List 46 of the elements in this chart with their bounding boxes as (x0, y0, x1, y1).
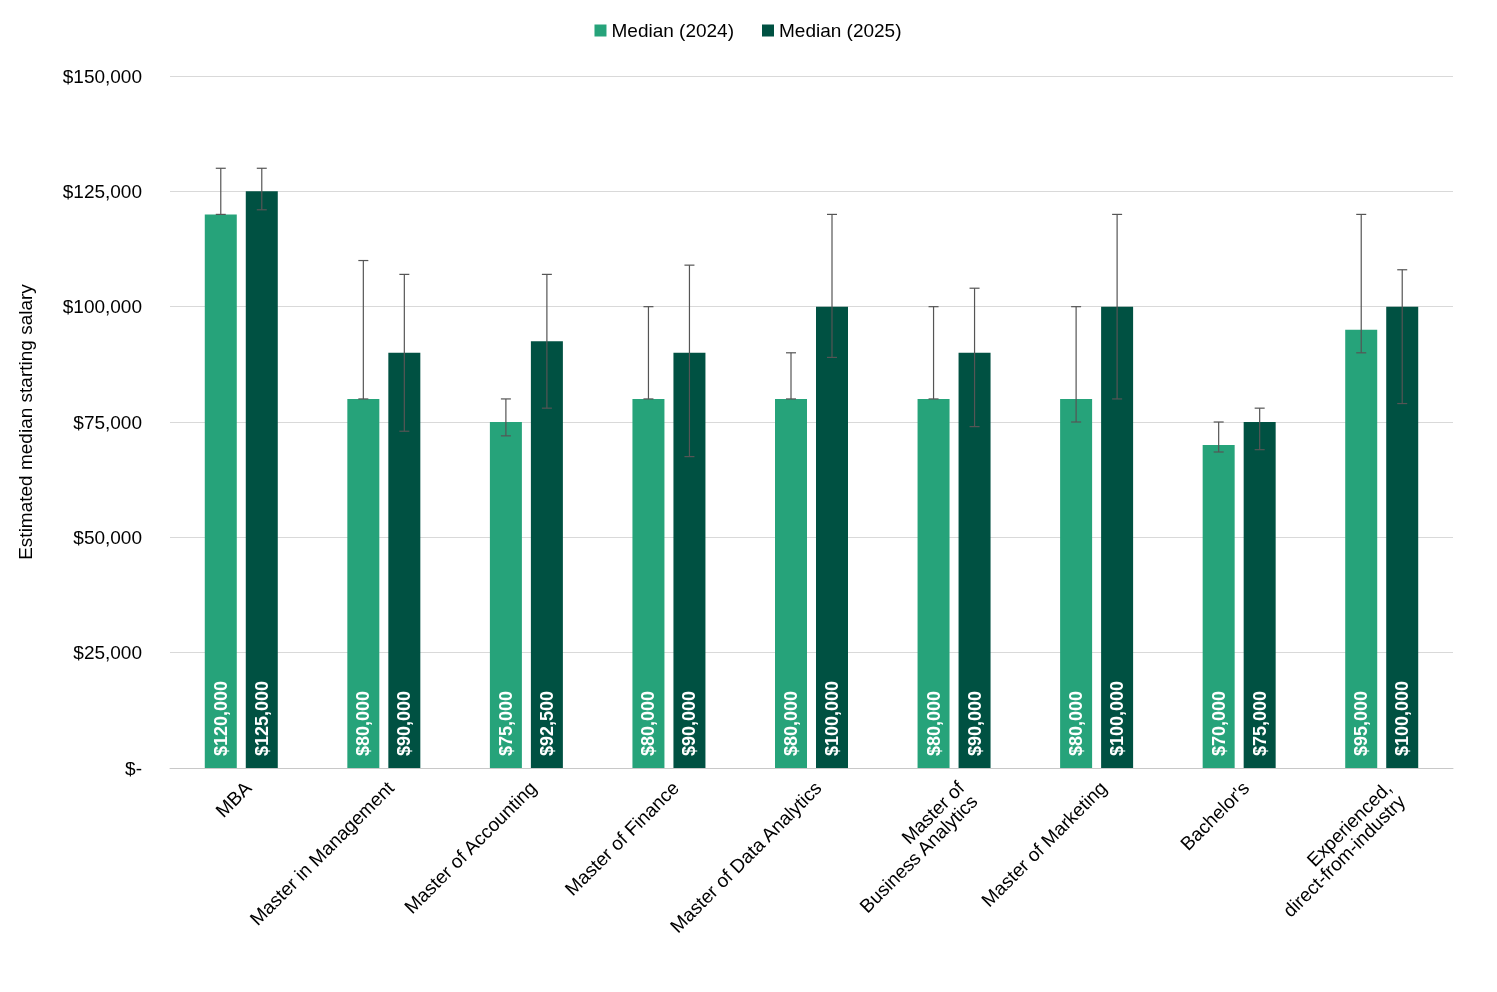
data-label: $80,000 (923, 690, 944, 756)
data-label: $80,000 (781, 690, 801, 756)
y-tick-label: $25,000 (73, 642, 142, 664)
bar (204, 214, 237, 768)
data-label: $75,000 (1249, 690, 1270, 756)
bar (245, 191, 278, 768)
data-label: $75,000 (495, 690, 516, 756)
bar (489, 422, 522, 768)
data-label: $90,000 (394, 690, 415, 756)
bar (673, 352, 706, 768)
y-tick-label: $100,000 (62, 296, 142, 318)
data-label: $90,000 (964, 690, 985, 756)
bar (958, 352, 991, 768)
data-label: $92,500 (536, 690, 557, 756)
y-tick-label: $50,000 (73, 526, 142, 548)
y-axis-title: Estimated median starting salary (15, 283, 36, 560)
data-label: $70,000 (1208, 690, 1229, 756)
bar (1101, 306, 1134, 768)
data-label: $80,000 (1066, 690, 1087, 756)
data-label: $90,000 (679, 690, 700, 756)
data-label: $125,000 (251, 680, 272, 756)
bar (347, 398, 380, 768)
bar (775, 398, 807, 768)
bar (1060, 398, 1093, 768)
bar (1202, 445, 1235, 768)
y-tick-label: $150,000 (62, 65, 142, 87)
legend-label: Median (2024) (611, 20, 735, 41)
bar (1243, 422, 1276, 768)
data-label: $100,000 (1392, 680, 1413, 756)
y-tick-label: $75,000 (73, 411, 142, 433)
bar (1386, 306, 1419, 768)
data-label: $80,000 (353, 690, 374, 756)
bar (530, 341, 563, 768)
data-label: $100,000 (1107, 680, 1128, 756)
bar (1345, 329, 1378, 768)
bar (632, 398, 665, 768)
bar (917, 398, 950, 768)
y-tick-label: $125,000 (62, 180, 142, 202)
y-tick-label: $- (125, 757, 142, 779)
bar (816, 306, 848, 768)
legend-label: Median (2025) (779, 20, 902, 41)
data-label: $95,000 (1351, 690, 1372, 756)
bar (388, 352, 421, 768)
data-label: $120,000 (210, 680, 231, 756)
data-label: $80,000 (638, 690, 659, 756)
data-label: $100,000 (822, 680, 842, 756)
